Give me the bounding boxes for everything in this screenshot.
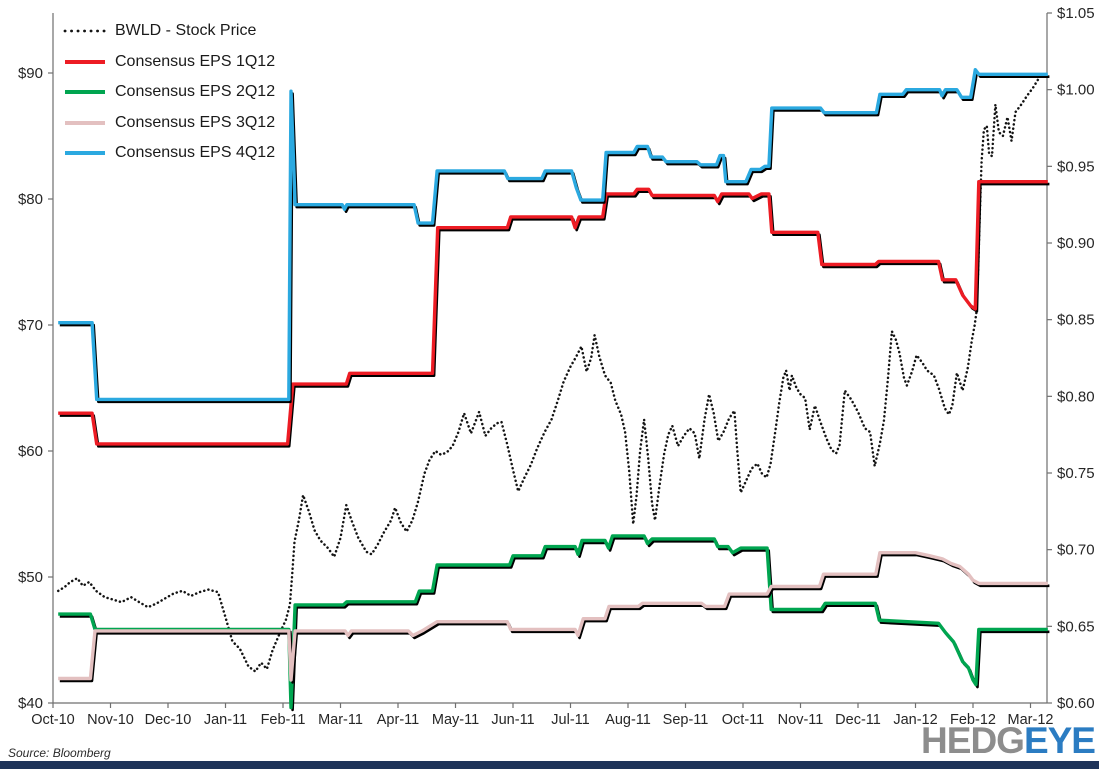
y-right-tick-label: $0.65	[1057, 618, 1095, 635]
y-right-tick-label: $1.05	[1057, 5, 1095, 22]
series-line-eps1q12	[58, 180, 1048, 446]
y-right-tick-label: $1.00	[1057, 82, 1095, 99]
x-tick-label: Mar-12	[1008, 712, 1054, 728]
y-right-tick-label: $0.70	[1057, 542, 1095, 559]
y-left-tick-label: $80	[18, 191, 43, 208]
legend-label: Consensus EPS 1Q12	[115, 52, 276, 70]
series-shadow-eps2q12	[59, 537, 1050, 712]
y-right-tick-label: $0.85	[1057, 312, 1095, 329]
legend-swatch-dotted	[63, 29, 107, 33]
legend-item-eps3q12: Consensus EPS 3Q12	[62, 108, 275, 139]
y-left-tick-label: $70	[18, 317, 43, 334]
legend-label: Consensus EPS 2Q12	[115, 83, 276, 101]
series-line-bwld	[56, 71, 1044, 673]
legend-swatch-solid	[65, 151, 105, 156]
legend-item-eps2q12: Consensus EPS 2Q12	[62, 77, 275, 108]
x-tick-label: Jan-11	[204, 712, 247, 728]
x-tick-label: Apr-11	[377, 712, 419, 728]
logo-text-primary: HEDG	[921, 720, 1025, 761]
legend-swatch-solid	[65, 90, 105, 95]
legend-label: BWLD - Stock Price	[115, 22, 257, 40]
y-right-tick-label: $0.80	[1057, 388, 1095, 405]
x-tick-label: Jun-11	[491, 712, 534, 728]
hedgeye-wordmark: HEDGEYE	[921, 720, 1096, 761]
legend-item-eps1q12: Consensus EPS 1Q12	[62, 47, 275, 78]
x-tick-label: Jul-11	[551, 712, 589, 728]
legend-item-eps4q12: Consensus EPS 4Q12	[62, 138, 275, 169]
legend-label: Consensus EPS 4Q12	[115, 144, 276, 162]
x-tick-label: Nov-10	[87, 712, 134, 728]
legend-item-bwld: BWLD - Stock Price	[62, 16, 275, 47]
series-shadow-eps3q12	[59, 553, 1050, 684]
x-tick-label: Oct-11	[722, 712, 764, 728]
y-left-tick-label: $50	[18, 569, 43, 586]
x-tick-label: Feb-12	[950, 712, 996, 728]
logo-text-accent: EYE	[1023, 720, 1096, 761]
y-left-tick-label: $40	[18, 695, 43, 712]
series-line-eps2q12	[58, 534, 1048, 710]
legend-swatch-solid	[65, 120, 105, 125]
y-right-tick-label: $0.95	[1057, 158, 1095, 175]
x-tick-label: Dec-11	[835, 712, 881, 728]
y-left-tick-label: $60	[18, 443, 43, 460]
y-left-tick-label: $90	[18, 65, 43, 82]
x-tick-label: Dec-10	[145, 712, 192, 728]
x-tick-label: Oct-10	[31, 712, 75, 728]
legend-label: Consensus EPS 3Q12	[115, 113, 276, 131]
bottom-brand-bar	[0, 761, 1099, 769]
x-tick-label: Nov-11	[778, 712, 824, 728]
y-right-tick-label: $0.75	[1057, 465, 1095, 482]
legend-swatch-solid	[65, 59, 105, 64]
x-tick-label: May-11	[432, 712, 479, 728]
chart-legend: BWLD - Stock Price Consensus EPS 1Q12 Cons…	[62, 16, 275, 169]
x-tick-label: Aug-11	[605, 712, 651, 728]
series-line-eps4q12	[58, 68, 1048, 402]
series-line-eps3q12	[58, 551, 1048, 682]
x-tick-label: Mar-11	[318, 712, 363, 728]
y-right-tick-label: $0.60	[1057, 695, 1095, 712]
x-tick-label: Sep-11	[663, 712, 709, 728]
y-right-tick-label: $0.90	[1057, 235, 1095, 252]
x-tick-label: Feb-11	[261, 712, 306, 728]
source-note: Source: Bloomberg	[8, 746, 111, 760]
x-tick-label: Jan-12	[893, 712, 937, 728]
